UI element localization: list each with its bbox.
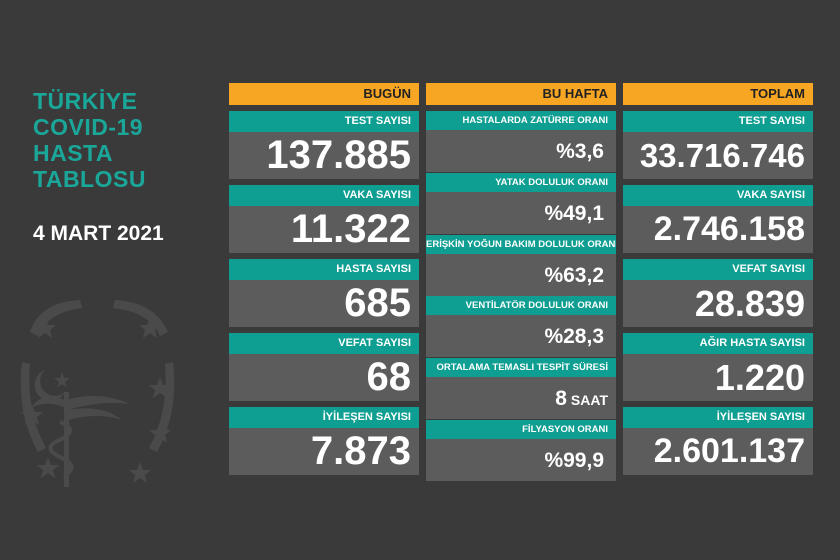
card-label: VAKA SAYISI	[229, 185, 419, 206]
card-value: 33.716.746	[623, 132, 813, 179]
title-line-2: COVID-19	[33, 114, 144, 140]
card-label: VAKA SAYISI	[623, 185, 813, 206]
card-label: FİLYASYON ORANI	[426, 420, 616, 439]
card-value: %63,2	[426, 254, 616, 296]
card-value: %49,1	[426, 192, 616, 234]
week-card-yatak: YATAK DOLULUK ORANI %49,1	[426, 173, 616, 234]
card-value: 68	[229, 354, 419, 401]
week-column: BU HAFTA HASTALARDA ZATÜRRE ORANI %3,6 Y…	[426, 83, 616, 481]
card-label: TEST SAYISI	[623, 111, 813, 132]
week-card-temasli: ORTALAMA TEMASLI TESPİT SÜRESİ 8 SAAT	[426, 358, 616, 419]
card-label: VEFAT SAYISI	[229, 333, 419, 354]
total-column: TOPLAM TEST SAYISI 33.716.746 VAKA SAYIS…	[623, 83, 813, 478]
card-label: AĞIR HASTA SAYISI	[623, 333, 813, 354]
card-value: 2.746.158	[623, 206, 813, 253]
card-value: 1.220	[623, 354, 813, 401]
card-label: VENTİLATÖR DOLULUK ORANI	[426, 296, 616, 315]
card-value: 685	[229, 280, 419, 327]
week-card-zaturre: HASTALARDA ZATÜRRE ORANI %3,6	[426, 111, 616, 172]
card-label: HASTA SAYISI	[229, 259, 419, 280]
report-date: 4 MART 2021	[33, 222, 164, 245]
card-value: 2.601.137	[623, 428, 813, 475]
card-value: 28.839	[623, 280, 813, 327]
card-label: İYİLEŞEN SAYISI	[623, 407, 813, 428]
title-line-3: HASTA	[33, 140, 114, 166]
total-card-test: TEST SAYISI 33.716.746	[623, 111, 813, 179]
today-card-vaka: VAKA SAYISI 11.322	[229, 185, 419, 253]
card-label: ERİŞKİN YOĞUN BAKIM DOLULUK ORANI	[426, 235, 616, 254]
today-card-iyilesen: İYİLEŞEN SAYISI 7.873	[229, 407, 419, 475]
card-label: HASTALARDA ZATÜRRE ORANI	[426, 111, 616, 130]
today-card-test: TEST SAYISI 137.885	[229, 111, 419, 179]
card-label: İYİLEŞEN SAYISI	[229, 407, 419, 428]
today-card-hasta: HASTA SAYISI 685	[229, 259, 419, 327]
today-header: BUGÜN	[229, 83, 419, 105]
total-card-agir-hasta: AĞIR HASTA SAYISI 1.220	[623, 333, 813, 401]
total-card-vefat: VEFAT SAYISI 28.839	[623, 259, 813, 327]
card-value: %28,3	[426, 315, 616, 357]
card-label: TEST SAYISI	[229, 111, 419, 132]
card-value: %99,9	[426, 439, 616, 481]
week-card-yogun-bakim: ERİŞKİN YOĞUN BAKIM DOLULUK ORANI %63,2	[426, 235, 616, 296]
today-card-vefat: VEFAT SAYISI 68	[229, 333, 419, 401]
health-ministry-emblem-icon	[20, 300, 175, 487]
card-label: VEFAT SAYISI	[623, 259, 813, 280]
total-card-iyilesen: İYİLEŞEN SAYISI 2.601.137	[623, 407, 813, 475]
title-line-1: TÜRKİYE	[33, 88, 138, 114]
card-value: %3,6	[426, 130, 616, 172]
today-column: BUGÜN TEST SAYISI 137.885 VAKA SAYISI 11…	[229, 83, 419, 478]
card-value: 11.322	[229, 206, 419, 253]
week-card-ventilator: VENTİLATÖR DOLULUK ORANI %28,3	[426, 296, 616, 357]
card-value: 137.885	[229, 132, 419, 179]
card-label: YATAK DOLULUK ORANI	[426, 173, 616, 192]
week-card-filyasyon: FİLYASYON ORANI %99,9	[426, 420, 616, 481]
card-value: 7.873	[229, 428, 419, 475]
week-header: BU HAFTA	[426, 83, 616, 105]
card-value: 8 SAAT	[426, 377, 616, 419]
title-line-4: TABLOSU	[33, 166, 146, 192]
card-label: ORTALAMA TEMASLI TESPİT SÜRESİ	[426, 358, 616, 377]
page-title: TÜRKİYE COVID-19 HASTA TABLOSU	[33, 88, 146, 192]
total-card-vaka: VAKA SAYISI 2.746.158	[623, 185, 813, 253]
total-header: TOPLAM	[623, 83, 813, 105]
